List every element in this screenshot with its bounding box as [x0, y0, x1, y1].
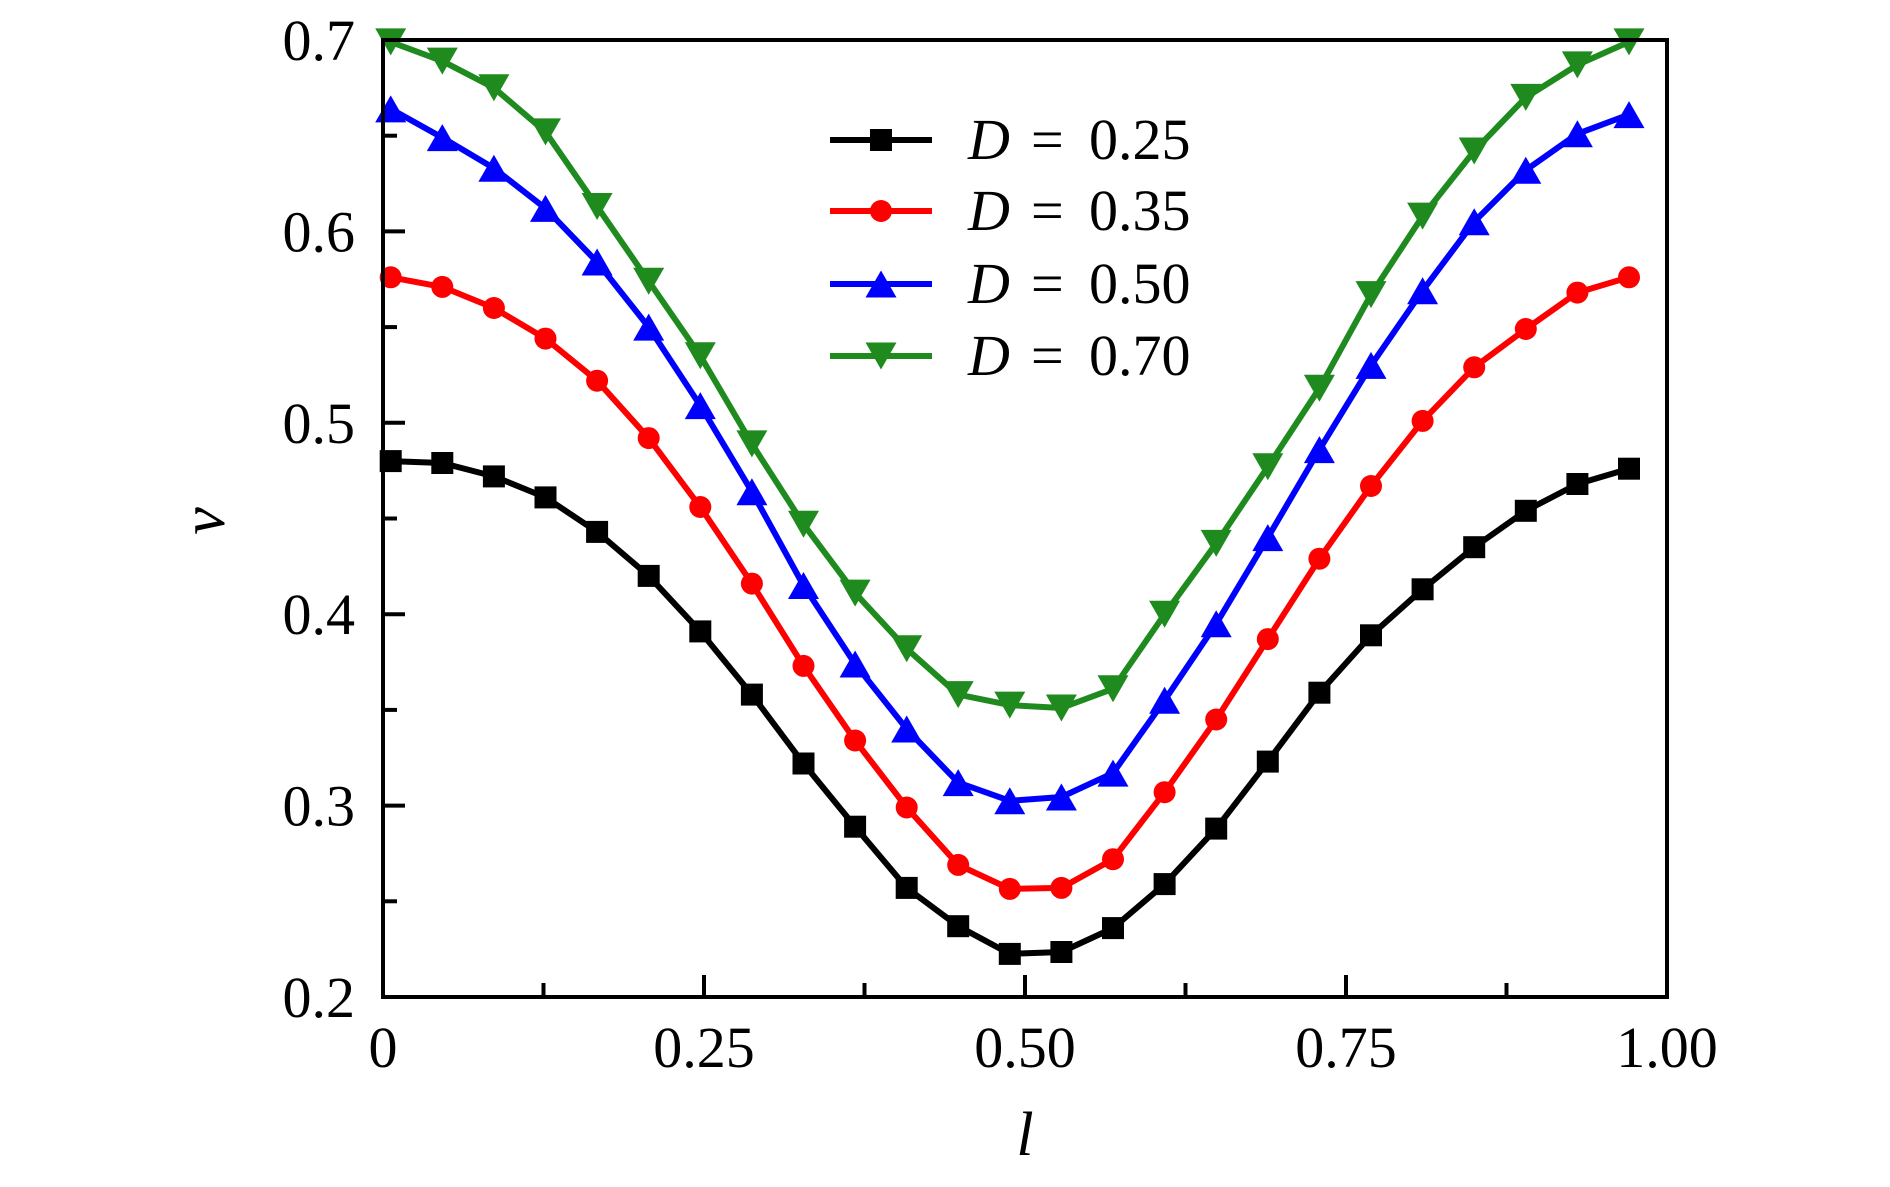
svg-text:0.25: 0.25: [653, 1015, 755, 1080]
svg-text:0.4: 0.4: [283, 582, 356, 647]
svg-text:v: v: [170, 507, 238, 535]
svg-text:D=0.50: D = 0.50: [967, 251, 1191, 316]
svg-text:0.75: 0.75: [1295, 1015, 1397, 1080]
svg-text:0.7: 0.7: [283, 8, 356, 73]
svg-text:0.2: 0.2: [283, 965, 356, 1030]
svg-text:D=0.70: D = 0.70: [967, 323, 1191, 388]
svg-text:D=0.35: D = 0.35: [967, 178, 1191, 243]
svg-text:0.6: 0.6: [283, 199, 356, 264]
svg-text:D=0.25: D = 0.25: [967, 107, 1191, 172]
svg-text:1.00: 1.00: [1616, 1015, 1718, 1080]
svg-text:0.50: 0.50: [974, 1015, 1076, 1080]
svg-text:0.3: 0.3: [283, 774, 356, 839]
svg-text:0: 0: [369, 1015, 398, 1080]
svg-text:0.5: 0.5: [283, 391, 356, 456]
svg-text:l: l: [1016, 1101, 1033, 1169]
